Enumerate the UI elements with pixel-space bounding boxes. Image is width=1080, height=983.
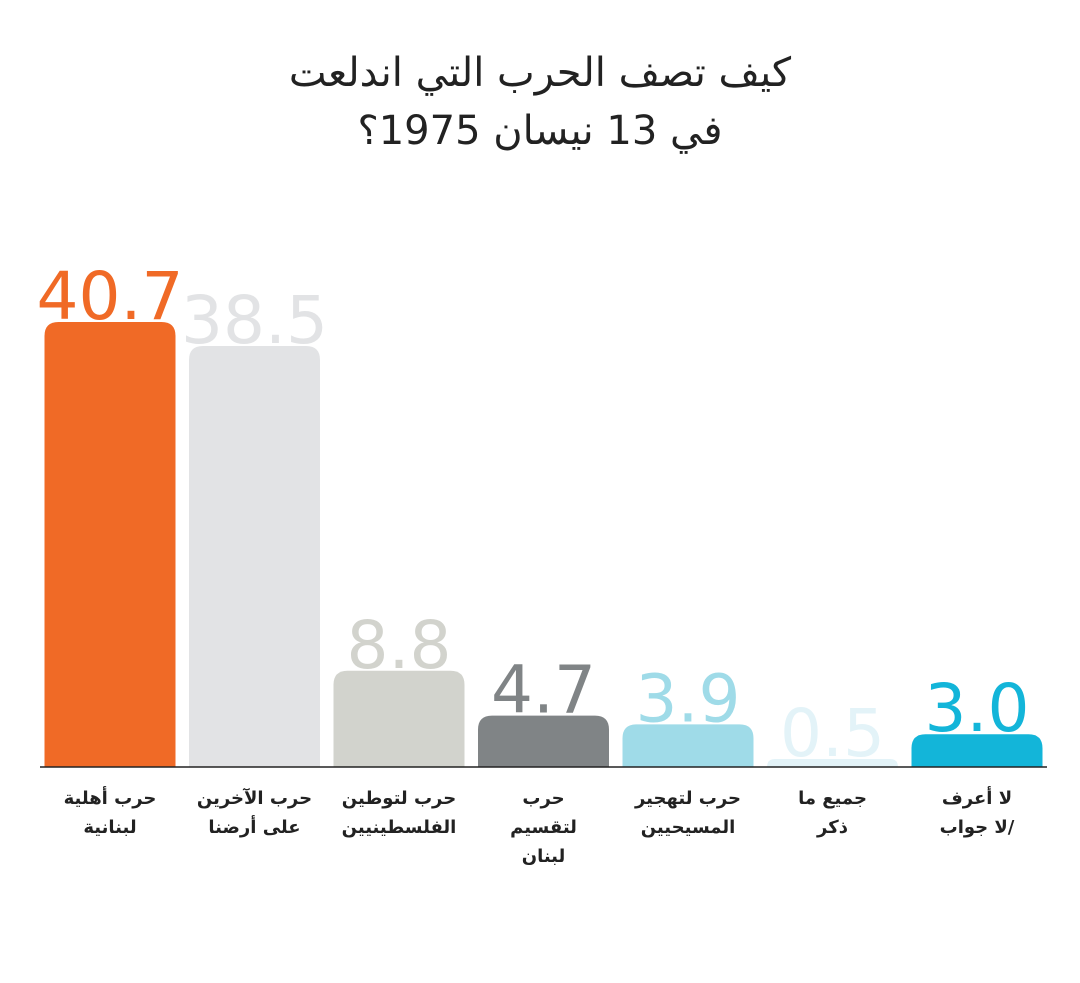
value-label-3: 8.8	[347, 607, 452, 684]
category-label-6-line-2: ذكر	[816, 817, 848, 838]
bars-layer: 40.738.5 8.8 4.7 3.9 0.5 3.0	[37, 258, 1043, 772]
chart-title: كيف تصف الحرب التي اندلعت في 13 نيسان 19…	[0, 44, 1080, 160]
bar-3	[333, 670, 465, 767]
bar-2	[189, 346, 320, 767]
value-label-6: 0.5	[780, 695, 885, 772]
category-label-5-line-1: حرب لتهجير	[634, 788, 741, 809]
value-label-2: 38.5	[181, 282, 328, 359]
category-label-7-line-1: لا أعرف	[942, 786, 1012, 809]
category-label-4-line-2: لتقسيم	[510, 817, 577, 838]
value-label-7: 3.0	[925, 670, 1030, 747]
category-label-4-line-1: حرب	[522, 788, 564, 809]
chart-title-line-1: كيف تصف الحرب التي اندلعت	[288, 50, 792, 96]
category-label-1-line-2: لبنانية	[83, 817, 136, 838]
bar-7	[911, 734, 1043, 767]
category-label-2-line-1: حرب الآخرين	[197, 787, 312, 809]
category-label-2-line-2: على أرضنا	[208, 815, 300, 838]
category-label-1-line-1: حرب أهلية	[64, 786, 157, 809]
bar-5	[622, 724, 754, 767]
bar-1	[44, 322, 176, 767]
category-label-7-line-2: /لا جواب	[940, 817, 1015, 838]
value-label-5: 3.9	[636, 660, 741, 737]
value-label-1: 40.7	[37, 258, 184, 335]
bar-6	[767, 759, 898, 767]
category-labels-layer: حرب أهلية لبنانية حرب الآخرين على أرضنا حرب …	[64, 786, 1015, 867]
category-label-3-line-2: الفلسطينيين	[342, 817, 457, 838]
chart-title-line-2: في 13 نيسان 1975؟	[357, 108, 723, 154]
bar-4	[478, 715, 609, 767]
category-label-5-line-2: المسيحيين	[641, 817, 736, 838]
category-label-6-line-1: جميع ما	[798, 788, 867, 809]
category-label-3-line-1: حرب لتوطين	[342, 788, 456, 809]
value-label-4: 4.7	[491, 652, 596, 729]
category-label-4-line-3: لبنان	[522, 846, 566, 867]
